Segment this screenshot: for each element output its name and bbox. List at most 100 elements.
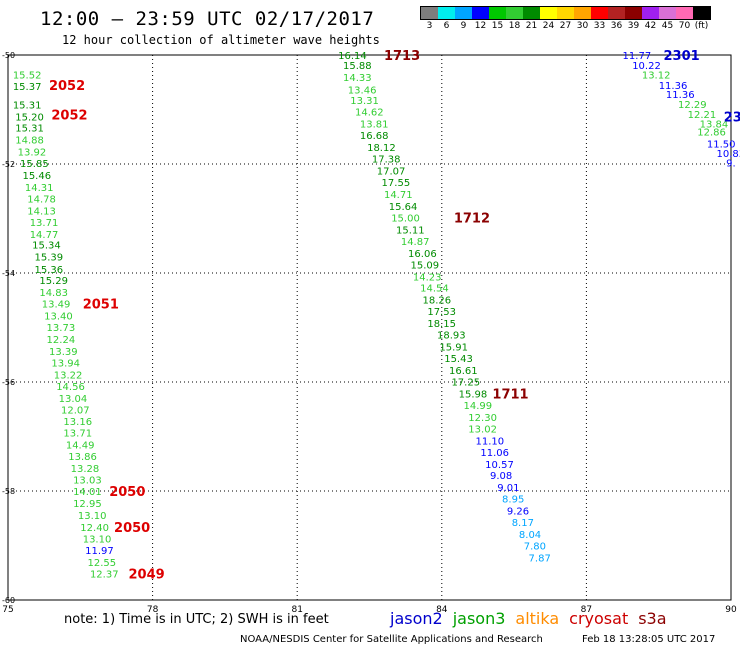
wave-height-label: 11.77 (623, 51, 652, 62)
chart-subtitle: 12 hour collection of altimeter wave hei… (62, 33, 380, 47)
wave-height-label: 16.14 (338, 51, 367, 62)
wave-height-label: 12.21 (688, 110, 717, 121)
wave-height-label: 15.98 (459, 389, 488, 400)
x-tick-label: 81 (291, 605, 302, 615)
wave-height-label: 14.49 (66, 441, 95, 452)
wave-height-label: 11.10 (476, 436, 505, 447)
wave-height-label: 13.39 (49, 347, 78, 358)
wave-height-label: 15.52 (13, 71, 42, 82)
scale-swatch (472, 7, 489, 19)
scale-label: 70 (678, 21, 691, 31)
wave-height-label: 13.73 (47, 323, 76, 334)
color-scale-bar (420, 6, 711, 20)
wave-height-label: 14.99 (463, 401, 492, 412)
chart-title: 12:00 – 23:59 UTC 02/17/2017 (40, 8, 375, 30)
wave-height-label: 7.80 (524, 542, 546, 553)
wave-height-label: 15.46 (22, 171, 51, 182)
wave-height-label: 8.04 (519, 530, 541, 541)
footer-timestamp: Feb 18 13:28:05 UTC 2017 (582, 634, 716, 645)
scale-label: (ft) (694, 21, 709, 31)
scale-label: 45 (661, 21, 674, 31)
scale-swatch (693, 7, 710, 19)
wave-height-label: 14.78 (27, 194, 56, 205)
scale-swatch (574, 7, 591, 19)
wave-height-label: 14.88 (15, 135, 44, 146)
wave-height-label: 7.87 (529, 553, 551, 564)
scale-swatch (438, 7, 455, 19)
wave-height-label: 14.23 (413, 272, 442, 283)
wave-height-label: 17.25 (451, 377, 480, 388)
wave-height-label: 13.84 (700, 120, 729, 131)
legend-item-altika: altika (515, 609, 560, 628)
x-tick-label: 78 (147, 605, 159, 615)
plot-frame (7, 54, 732, 601)
wave-height-label: 14.33 (343, 73, 372, 84)
pass-id-label: 2052 (51, 108, 87, 123)
wave-height-label: 13.94 (51, 358, 80, 369)
legend-item-cryosat: cryosat (569, 609, 629, 628)
wave-height-label: 15.85 (20, 159, 49, 170)
wave-height-label: 11.36 (666, 90, 695, 101)
wave-height-label: 17.07 (377, 167, 406, 178)
scale-swatch (659, 7, 676, 19)
wave-height-label: 10.22 (632, 61, 661, 72)
pass-id-label: 1713 (384, 49, 420, 64)
scale-label: 12 (474, 21, 487, 31)
scale-label: 39 (627, 21, 640, 31)
wave-height-label: 15.36 (35, 265, 64, 276)
scale-swatch (557, 7, 574, 19)
wave-height-label: 17.55 (382, 178, 411, 189)
scale-swatch (608, 7, 625, 19)
legend-item-s3a: s3a (638, 609, 667, 628)
wave-height-label: 15.11 (396, 225, 425, 236)
footer-credit: NOAA/NESDIS Center for Satellite Applica… (240, 634, 543, 645)
x-tick-label: 90 (725, 605, 737, 615)
wave-height-label: 13.40 (44, 312, 73, 323)
wave-height-label: 12.07 (61, 405, 90, 416)
wave-height-label: 12.37 (90, 569, 119, 580)
scale-label: 24 (542, 21, 555, 31)
wave-height-label: 13.49 (42, 300, 71, 311)
y-tick-label: -50 (2, 51, 15, 60)
scale-swatch (523, 7, 540, 19)
wave-height-label: 14.13 (27, 206, 56, 217)
wave-height-label: 13.71 (30, 218, 59, 229)
scale-label: 6 (443, 21, 450, 31)
wave-height-label: 16.61 (449, 366, 478, 377)
scale-label: 33 (593, 21, 606, 31)
wave-height-label: 8.95 (502, 495, 524, 506)
wave-height-label: 9.26 (507, 507, 529, 518)
wave-height-label: 13.81 (360, 120, 389, 131)
wave-height-label: 18.26 (423, 296, 452, 307)
wave-height-label: 11.36 (659, 81, 688, 92)
wave-height-label: 9. (726, 158, 736, 169)
wave-height-label: 9.01 (497, 483, 519, 494)
wave-height-label: 13.16 (63, 417, 92, 428)
pass-id-label: 2301 (664, 49, 700, 64)
wave-height-label: 13.12 (642, 71, 671, 82)
wave-height-label: 12.55 (88, 558, 117, 569)
footer-note: note: 1) Time is in UTC; 2) SWH is in fe… (64, 612, 329, 627)
wave-height-label: 18.12 (367, 143, 396, 154)
wave-height-label: 12.30 (468, 413, 497, 424)
wave-height-label: 15.64 (389, 202, 418, 213)
pass-id-label: 1711 (492, 387, 528, 402)
wave-height-label: 13.04 (59, 394, 88, 405)
scale-label: 36 (610, 21, 623, 31)
wave-height-label: 15.37 (13, 82, 42, 93)
x-tick-label: 75 (2, 605, 13, 615)
wave-height-label: 15.29 (39, 276, 68, 287)
wave-height-label: 13.71 (63, 429, 92, 440)
wave-height-label: 13.28 (71, 464, 100, 475)
y-tick-label: -52 (2, 160, 15, 169)
wave-height-label: 14.71 (384, 190, 413, 201)
wave-height-label: 13.31 (350, 96, 379, 107)
wave-height-label: 15.43 (444, 354, 473, 365)
wave-height-label: 18.15 (427, 319, 456, 330)
wave-height-label: 12.86 (697, 127, 726, 138)
scale-label: 42 (644, 21, 657, 31)
wave-height-label: 18.93 (437, 331, 466, 342)
pass-id-label: 1712 (454, 211, 490, 226)
pass-id-label: 2049 (129, 567, 165, 582)
